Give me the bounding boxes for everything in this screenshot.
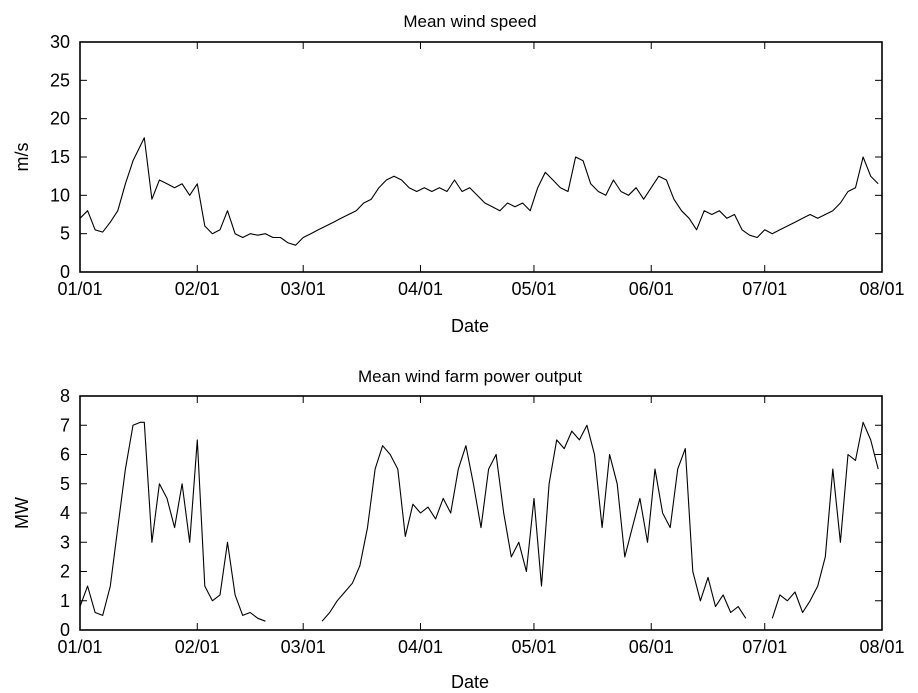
wind-speed-y-tick-label: 15 — [50, 147, 70, 167]
power-output-chart-title: Mean wind farm power output — [358, 367, 582, 386]
wind-speed-x-tick-label: 05/01 — [511, 279, 556, 299]
power-output-series-line-3 — [771, 421, 879, 619]
power-output-x-tick-label: 08/01 — [859, 637, 904, 657]
power-output-series-line-2 — [321, 424, 747, 622]
wind-speed-tick-labels: 0 5 10 15 20 25 30 01/01 02/01 03/01 04/01 05/01 06/… — [50, 32, 905, 299]
wind-speed-x-tick-label: 01/01 — [57, 279, 102, 299]
wind-speed-y-tick-label: 5 — [60, 224, 70, 244]
power-output-y-tick-label: 8 — [60, 386, 70, 406]
power-output-x-tick-label: 02/01 — [175, 637, 220, 657]
power-output-y-tick-label: 1 — [60, 591, 70, 611]
power-output-tick-labels: 0 1 2 3 4 5 6 7 8 01/01 02/01 03/01 04/01 05/01 06/01 0… — [57, 386, 904, 657]
power-output-y-tick-label: 2 — [60, 562, 70, 582]
power-output-x-axis-label: Date — [451, 672, 489, 692]
power-output-x-tick-label: 06/01 — [629, 637, 674, 657]
wind-speed-plot-frame — [79, 41, 883, 273]
wind-speed-y-tick-label: 30 — [50, 32, 70, 52]
wind-speed-series-line-1 — [79, 137, 879, 246]
wind-speed-x-tick-label: 08/01 — [859, 279, 904, 299]
wind-speed-y-axis-label: m/s — [12, 143, 32, 172]
wind-speed-chart: Mean wind speed m/s Date 0 5 10 15 20 25 30 01/… — [12, 12, 905, 336]
power-output-y-tick-label: 4 — [60, 503, 70, 523]
wind-speed-series — [79, 137, 879, 246]
power-output-chart: Mean wind farm power output MW Date 0 1 2 3… — [12, 367, 905, 692]
power-output-series — [79, 421, 879, 622]
wind-speed-y-tick-label: 0 — [60, 262, 70, 282]
wind-speed-x-tick-label: 06/01 — [629, 279, 674, 299]
wind-speed-x-tick-label: 02/01 — [175, 279, 220, 299]
power-output-x-tick-label: 03/01 — [281, 637, 326, 657]
wind-speed-x-tick-label: 04/01 — [398, 279, 443, 299]
wind-speed-x-tick-label: 07/01 — [742, 279, 787, 299]
power-output-axis-ticks — [79, 395, 883, 631]
wind-speed-x-tick-label: 03/01 — [281, 279, 326, 299]
power-output-x-tick-label: 01/01 — [57, 637, 102, 657]
power-output-y-tick-label: 0 — [60, 620, 70, 640]
power-output-y-tick-label: 5 — [60, 474, 70, 494]
wind-speed-axis-ticks — [79, 41, 883, 273]
wind-speed-y-tick-label: 10 — [50, 185, 70, 205]
power-output-y-tick-label: 7 — [60, 415, 70, 435]
wind-speed-chart-title: Mean wind speed — [403, 12, 536, 31]
power-output-series-line-1 — [79, 421, 266, 622]
power-output-y-tick-label: 6 — [60, 445, 70, 465]
power-output-x-tick-label: 07/01 — [742, 637, 787, 657]
wind-speed-x-axis-label: Date — [451, 316, 489, 336]
power-output-plot-frame — [79, 395, 883, 631]
power-output-x-tick-label: 04/01 — [398, 637, 443, 657]
wind-speed-y-tick-label: 25 — [50, 70, 70, 90]
power-output-y-tick-label: 3 — [60, 532, 70, 552]
power-output-y-axis-label: MW — [12, 497, 32, 529]
power-output-x-tick-label: 05/01 — [511, 637, 556, 657]
wind-speed-y-tick-label: 20 — [50, 109, 70, 129]
